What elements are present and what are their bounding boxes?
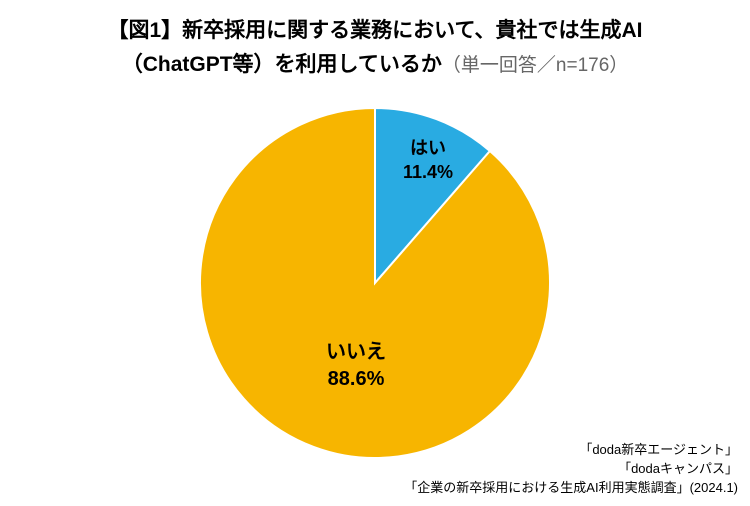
credit-line-3: 「企業の新卒採用における生成AI利用実態調査」(2024.1) [404,479,738,498]
title-subtext: （単一回答／n=176） [442,55,628,76]
slice-label-no-value: 88.6% [326,366,386,393]
slice-label-yes-text: はい [403,136,453,160]
pie-chart: はい 11.4% いいえ 88.6% [200,108,550,458]
slice-label-yes-value: 11.4% [403,160,453,184]
credit-line-1: 「doda新卒エージェント」 [404,441,738,460]
title-line-1: 【図1】新卒採用に関する業務において、貴社では生成AI [0,14,750,48]
title-line-2-strong: （ChatGPT等）を利用しているか [122,53,442,76]
title-line-2: （ChatGPT等）を利用しているか（単一回答／n=176） [0,48,750,82]
pie-slices [200,108,550,458]
slice-label-no: いいえ 88.6% [326,339,386,393]
chart-title: 【図1】新卒採用に関する業務において、貴社では生成AI （ChatGPT等）を利… [0,14,750,81]
credit-line-2: 「dodaキャンパス」 [404,460,738,479]
credits: 「doda新卒エージェント」 「dodaキャンパス」 「企業の新卒採用における生… [404,441,738,498]
figure-container: 【図1】新卒採用に関する業務において、貴社では生成AI （ChatGPT等）を利… [0,0,750,506]
slice-label-yes: はい 11.4% [403,136,453,185]
pie-slice-no [200,108,550,458]
slice-label-no-text: いいえ [326,339,386,366]
pie-svg [200,108,550,458]
